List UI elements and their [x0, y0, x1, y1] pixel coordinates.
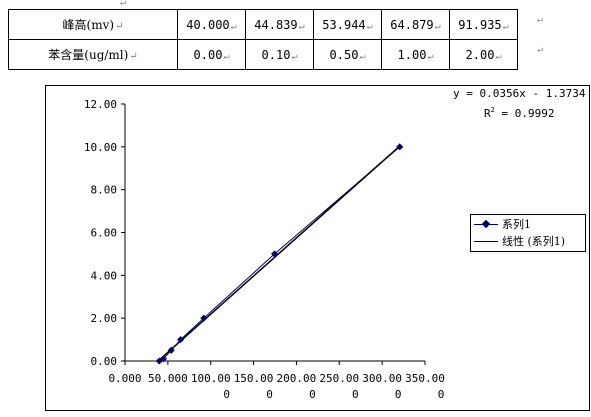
- paragraph-mark: ↵: [120, 0, 127, 8]
- table-cell: 0.10↵: [245, 39, 314, 70]
- x-tick-label: 150.00: [234, 372, 274, 385]
- y-tick-label: 6.00: [91, 227, 118, 240]
- data-table: 峰高(mv)↵ 40.000↵ 44.839↵ 53.944↵ 64.879↵ …: [8, 9, 518, 70]
- legend-item-series1: 系列1: [474, 216, 531, 232]
- x-tick-label-wrap: 0: [223, 388, 230, 401]
- row-header: 苯含量(ug/ml)↵: [8, 39, 178, 70]
- paragraph-mark: ↵: [537, 14, 544, 25]
- x-tick-label: 50.000: [148, 372, 188, 385]
- y-tick-label: 0.00: [91, 355, 118, 368]
- x-tick-label: 100.00: [191, 372, 231, 385]
- table-row: 苯含量(ug/ml)↵ 0.00↵ 0.10↵ 0.50↵ 1.00↵ 2.00…: [8, 39, 518, 70]
- trendline-equation: y = 0.0356x - 1.3734: [453, 87, 586, 100]
- line-icon: [474, 237, 498, 246]
- table-row: 峰高(mv)↵ 40.000↵ 44.839↵ 53.944↵ 64.879↵ …: [8, 9, 518, 40]
- data-point: [271, 250, 279, 258]
- data-point: [177, 336, 185, 344]
- data-point: [200, 314, 208, 322]
- x-tick-label: 250.00: [319, 372, 359, 385]
- y-tick-label: 12.00: [84, 98, 117, 111]
- table-cell: 0.50↵: [313, 39, 382, 70]
- legend-label: 线性 (系列1): [502, 235, 566, 248]
- paragraph-mark: ↵: [537, 44, 544, 55]
- data-point: [159, 355, 167, 363]
- table-cell: 53.944↵: [313, 9, 382, 40]
- data-point: [167, 346, 175, 354]
- y-tick-label: 4.00: [91, 269, 118, 282]
- trendline: [158, 145, 401, 361]
- table-cell: 1.00↵: [381, 39, 450, 70]
- table-cell: 2.00↵: [449, 39, 518, 70]
- legend-label: 系列1: [502, 218, 531, 231]
- chart-frame: [45, 85, 590, 411]
- x-tick-label: 300.00: [362, 372, 402, 385]
- y-tick-label: 2.00: [91, 312, 118, 325]
- table-cell: 40.000↵: [177, 9, 246, 40]
- y-tick-label: 10.00: [84, 141, 117, 154]
- x-tick-label-wrap: 0: [352, 388, 359, 401]
- x-tick-label-wrap: 0: [266, 388, 273, 401]
- x-tick-label-wrap: 0: [395, 388, 402, 401]
- r-squared-label: R2 = 0.9992: [484, 106, 554, 120]
- x-tick-label-wrap: 0: [309, 388, 316, 401]
- x-tick-label-wrap: 0: [438, 388, 445, 401]
- y-tick-label: 8.00: [91, 184, 118, 197]
- x-tick-label: 0.000: [108, 372, 141, 385]
- x-tick-label: 350.00: [405, 372, 445, 385]
- row-header: 峰高(mv)↵: [8, 9, 178, 40]
- chart-legend: 系列1 线性 (系列1): [470, 214, 586, 252]
- x-tick-label: 200.00: [277, 372, 317, 385]
- legend-item-trendline: 线性 (系列1): [474, 233, 565, 249]
- diamond-marker-icon: [474, 219, 498, 229]
- data-point: [396, 143, 404, 151]
